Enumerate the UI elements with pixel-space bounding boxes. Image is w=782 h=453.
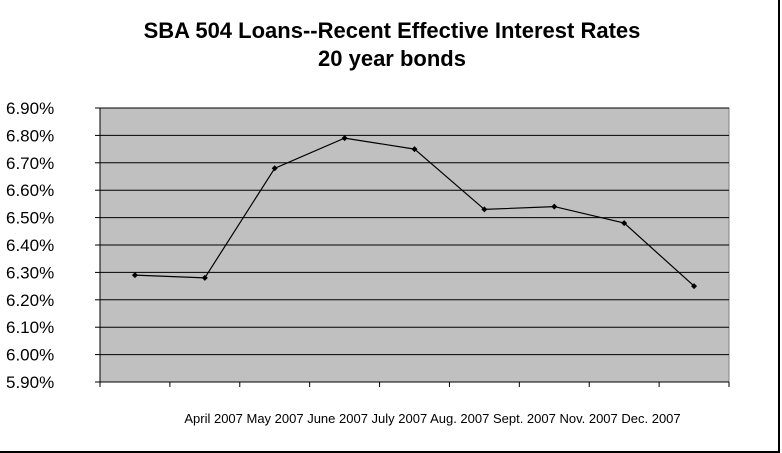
x-tick-labels: April 2007 May 2007 June 2007 July 2007 … <box>184 411 680 426</box>
y-tick-label: 6.80% <box>6 126 54 145</box>
data-point-marker <box>481 206 488 213</box>
x-axis-ticks <box>99 382 730 387</box>
x-axis-labels: April 2007 May 2007 June 2007 July 2007 … <box>184 411 680 426</box>
y-tick-label: 6.60% <box>6 181 54 200</box>
y-tick-label: 6.70% <box>6 154 54 173</box>
data-point-marker <box>341 135 348 142</box>
y-axis-ticks: 5.90% 6.00% 6.10% 6.20% 6.30% 6.40% 6.50% 6.60%… <box>6 99 729 392</box>
chart-title: SBA 504 Loans--Recent Effective Interest… <box>144 18 641 43</box>
series-group <box>131 135 698 290</box>
data-point-marker <box>201 274 208 281</box>
y-tick-label: 6.40% <box>6 236 54 255</box>
y-tick-label: 6.10% <box>6 318 54 337</box>
data-point-marker <box>551 203 558 210</box>
y-tick-label: 6.20% <box>6 291 54 310</box>
y-tick-label: 5.90% <box>6 373 54 392</box>
data-point-marker <box>411 146 418 153</box>
y-tick-label: 6.30% <box>6 263 54 282</box>
data-point-marker <box>271 165 278 172</box>
data-point-marker <box>131 272 138 279</box>
y-tick-label: 6.00% <box>6 346 54 365</box>
data-point-marker <box>691 283 698 290</box>
data-point-marker <box>621 220 628 227</box>
y-tick-label: 6.90% <box>6 99 54 118</box>
chart-subtitle: 20 year bonds <box>318 46 466 71</box>
gridlines <box>100 107 729 356</box>
y-tick-label: 6.50% <box>6 209 54 228</box>
